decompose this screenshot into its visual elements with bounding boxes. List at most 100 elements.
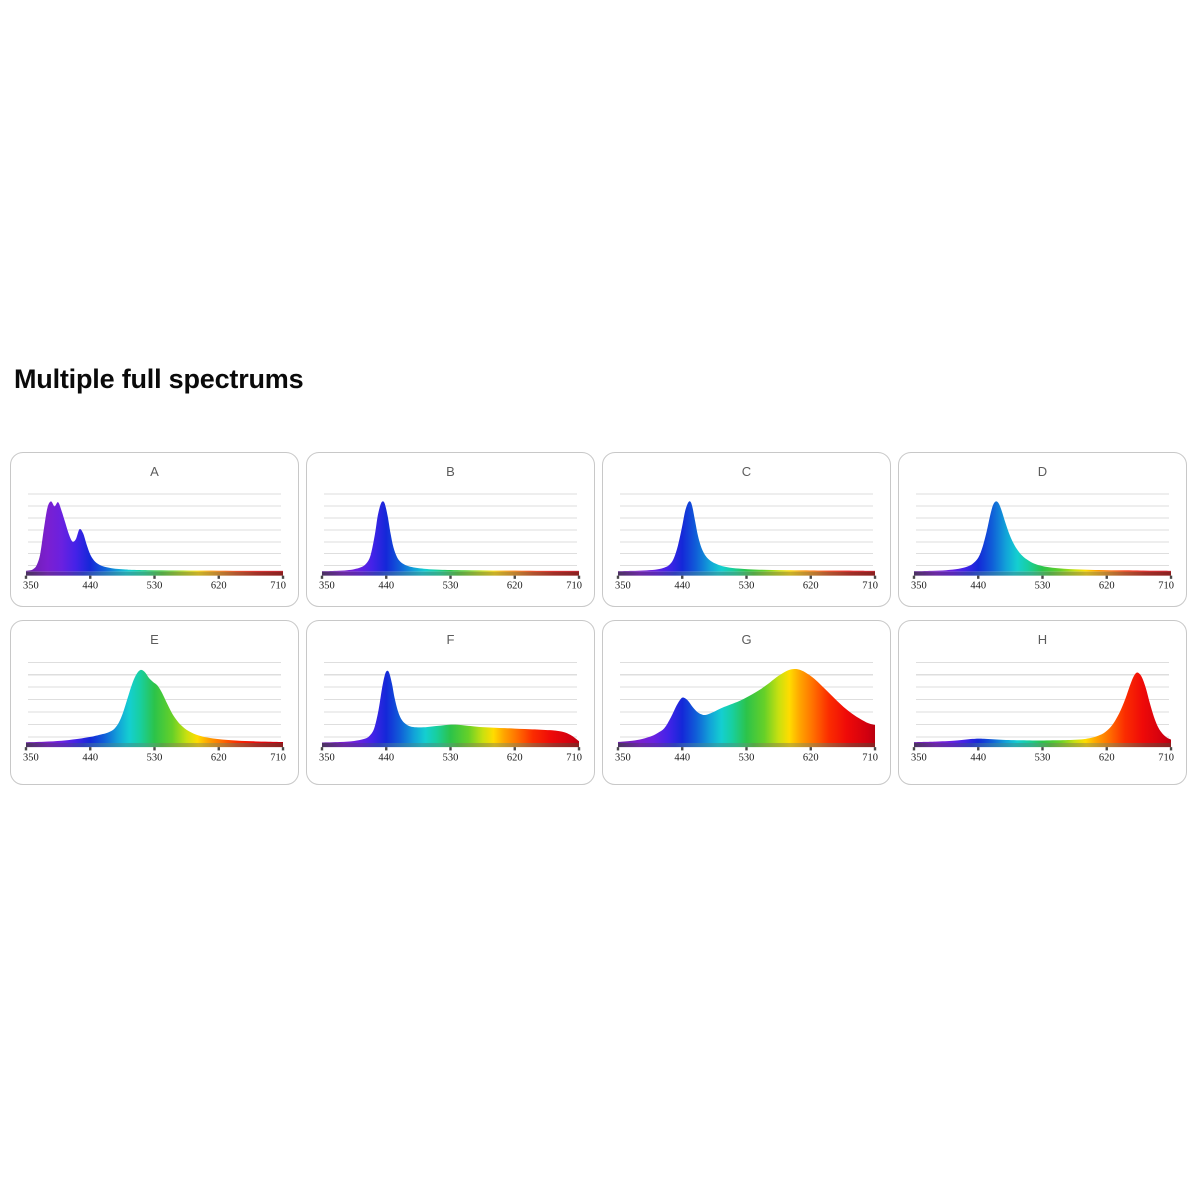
axis-tick-mark [681,747,684,751]
spectrum-plot-area: 350 440 530 620 710 [22,652,287,774]
axis-tick-mark [745,575,748,579]
gridlines [619,493,874,567]
spectrum-area [321,501,580,572]
axis-tick-label: 350 [319,752,335,763]
axis-tick-mark [320,575,324,579]
spectrum-area [321,670,580,743]
spectrum-plot-area: 350 440 530 620 710 [318,652,583,774]
axis-tick-label: 620 [1099,581,1115,592]
axis-tick-label: 620 [211,581,227,592]
axis-tick-mark [513,747,516,751]
axis-tick-mark [809,575,812,579]
axis-tick-mark [513,575,516,579]
axis-tick-mark [24,747,28,751]
axis-tick-label: 350 [615,752,631,763]
axis-tick-mark [1041,575,1044,579]
chart-row-bottom: E 350 440 530 620 710 F 350 440 530 620 710 G 350 440 5… [10,620,1192,785]
axis-tick-mark [217,575,220,579]
spectrum-card-a[interactable]: A 350 440 530 620 710 [10,452,299,607]
spectrum-area [617,501,876,572]
axis-tick-label: 440 [674,581,690,592]
spectrum-axis-bar [617,742,876,748]
axis-tick-label: 440 [674,752,690,763]
axis-tick-mark [977,747,980,751]
axis-ticks: 350 440 530 620 710 [911,575,1174,592]
axis-tick-mark [385,575,388,579]
spectrum-plot-area: 350 440 530 620 710 [910,484,1175,602]
spectrum-plot-svg: 350 440 530 620 710 [615,661,878,764]
axis-tick-label: 350 [23,752,39,763]
axis-tick-label: 710 [270,581,286,592]
axis-tick-label: 620 [507,581,523,592]
spectrum-area [25,669,284,743]
axis-tick-label: 620 [1099,752,1115,763]
axis-tick-mark [281,575,285,579]
axis-tick-label: 440 [970,581,986,592]
axis-tick-label: 710 [566,752,582,763]
axis-tick-label: 710 [270,752,286,763]
axis-tick-mark [281,747,285,751]
spectrum-area [617,669,876,743]
axis-tick-label: 350 [615,581,631,592]
axis-tick-mark [616,747,620,751]
spectrum-card-f[interactable]: F 350 440 530 620 710 [306,620,595,785]
axis-ticks: 350 440 530 620 710 [615,747,878,764]
spectrum-plot-area: 350 440 530 620 710 [614,652,879,774]
axis-tick-label: 710 [566,581,582,592]
spectrum-card-title: C [741,464,752,479]
axis-tick-label: 530 [443,581,459,592]
spectrum-plot-area: 350 440 530 620 710 [910,652,1175,774]
spectrum-card-title: E [150,632,159,647]
axis-ticks: 350 440 530 620 710 [911,747,1174,764]
spectrum-card-g[interactable]: G 350 440 530 620 710 [602,620,891,785]
spectrum-plot-area: 350 440 530 620 710 [22,484,287,602]
axis-tick-mark [1169,575,1173,579]
axis-tick-mark [89,575,92,579]
axis-tick-label: 530 [739,752,755,763]
spectrum-card-h[interactable]: H 350 440 530 620 710 [898,620,1187,785]
spectrum-axis-bar [25,571,284,576]
axis-ticks: 350 440 530 620 710 [615,575,878,592]
axis-tick-label: 350 [911,581,927,592]
axis-tick-label: 440 [378,752,394,763]
axis-tick-label: 530 [739,581,755,592]
axis-tick-mark [873,575,877,579]
spectrum-card-e[interactable]: E 350 440 530 620 710 [10,620,299,785]
spectrum-plot-area: 350 440 530 620 710 [318,484,583,602]
axis-tick-mark [217,747,220,751]
axis-tick-mark [577,575,581,579]
axis-tick-label: 350 [911,752,927,763]
spectrum-plot-svg: 350 440 530 620 710 [319,493,582,592]
axis-tick-mark [912,575,916,579]
axis-tick-mark [153,747,156,751]
axis-tick-label: 440 [378,581,394,592]
axis-tick-label: 440 [970,752,986,763]
axis-tick-label: 530 [147,581,163,592]
axis-tick-mark [977,575,980,579]
axis-tick-label: 620 [211,752,227,763]
spectrum-axis-bar [913,742,1172,748]
spectrum-chart-grid: A 350 440 530 620 710 B 350 440 530 620 710 C 350 440 5… [10,452,1192,798]
axis-ticks: 350 440 530 620 710 [23,747,286,764]
spectrum-card-title: B [446,464,455,479]
chart-row-top: A 350 440 530 620 710 B 350 440 530 620 710 C 350 440 5… [10,452,1192,607]
spectrum-axis-bar [321,742,580,748]
spectrum-card-title: H [1037,632,1048,647]
spectrum-card-d[interactable]: D 350 440 530 620 710 [898,452,1187,607]
axis-tick-mark [1169,747,1173,751]
axis-tick-mark [385,747,388,751]
spectrum-card-b[interactable]: B 350 440 530 620 710 [306,452,595,607]
axis-tick-mark [616,575,620,579]
axis-tick-label: 710 [1158,581,1174,592]
spectrum-card-c[interactable]: C 350 440 530 620 710 [602,452,891,607]
spectrum-axis-bar [25,742,284,748]
axis-tick-mark [1105,747,1108,751]
axis-tick-label: 620 [803,752,819,763]
axis-ticks: 350 440 530 620 710 [319,575,582,592]
axis-tick-label: 530 [147,752,163,763]
axis-tick-label: 620 [507,752,523,763]
spectrum-area [913,501,1172,572]
axis-tick-label: 710 [862,581,878,592]
axis-tick-mark [745,747,748,751]
